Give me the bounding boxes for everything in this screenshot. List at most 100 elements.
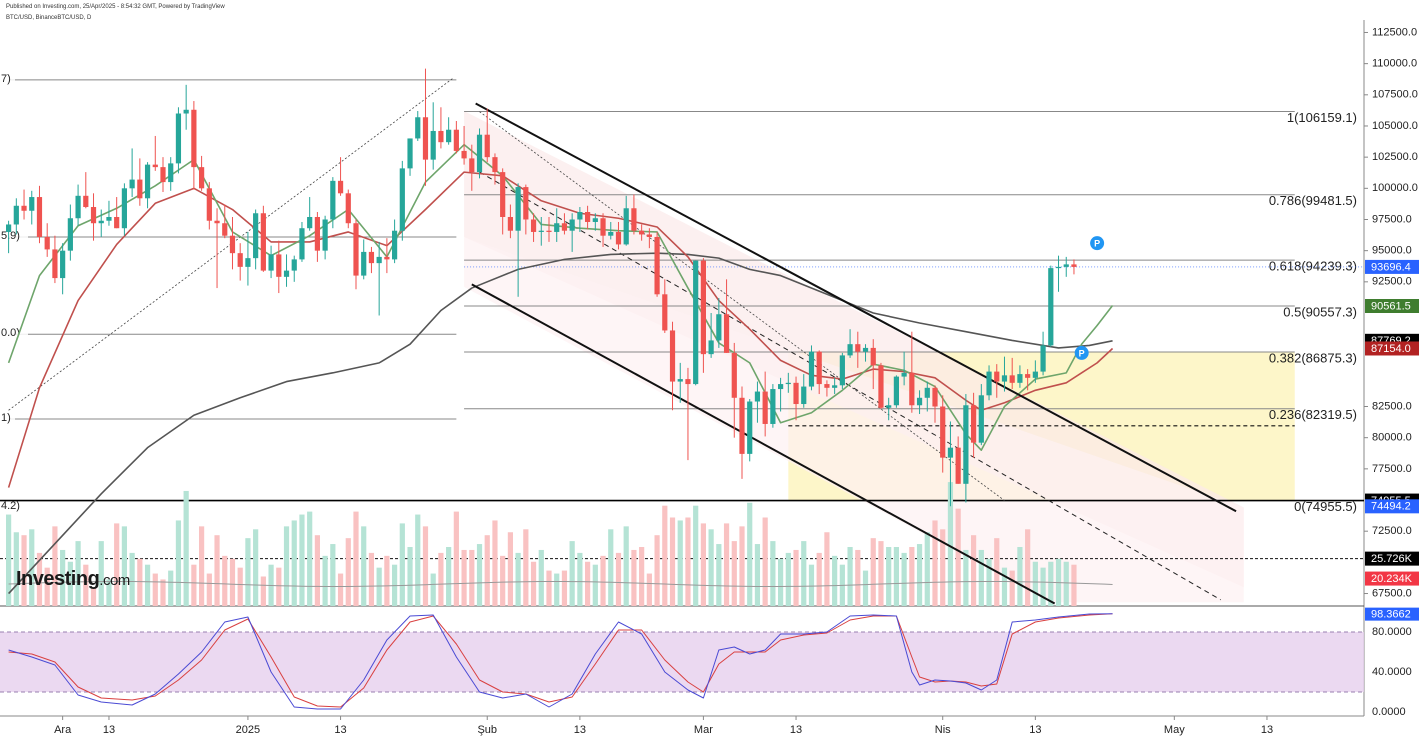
volume-bar (955, 508, 961, 606)
candle-body (446, 129, 452, 143)
candle-body (685, 379, 691, 385)
candle-body (862, 347, 869, 352)
investing-logo[interactable]: Investing.com (16, 568, 130, 591)
volume-bar (229, 558, 236, 606)
time-tick-label: 13 (790, 724, 802, 736)
candle-body (268, 254, 274, 271)
volume-bar (646, 573, 652, 606)
candle-body (801, 386, 807, 405)
volume-bar (569, 541, 575, 606)
volume-bar (963, 549, 969, 606)
volume-bar (245, 538, 251, 606)
candle-body (1071, 264, 1077, 267)
volume-bar (893, 547, 899, 606)
volume-bar (916, 544, 923, 606)
volume-bar (415, 514, 421, 606)
volume-bar (592, 564, 598, 606)
logo-text: Investing (16, 568, 100, 590)
pivot-marker: P (1074, 345, 1089, 360)
candle-body (484, 134, 490, 158)
candle-body (785, 382, 791, 385)
volume-bar (461, 549, 467, 606)
candle-body (121, 188, 127, 229)
volume-bar (44, 567, 50, 606)
volume-bar (438, 552, 444, 606)
candle-body (83, 195, 89, 208)
volume-bar (129, 552, 135, 606)
candle-body (1040, 345, 1046, 372)
volume-bar (399, 523, 405, 606)
volume-bar (639, 547, 645, 606)
candle-body (415, 117, 421, 139)
volume-bar (260, 576, 266, 606)
price-tick-label: 77500.0 (1372, 463, 1412, 475)
volume-bar (114, 523, 120, 606)
volume-bar (98, 541, 104, 606)
volume-bar (453, 511, 459, 606)
candles (6, 68, 1077, 507)
candle-body (639, 230, 645, 235)
candle-body (600, 218, 606, 236)
candle-body (523, 187, 529, 220)
volume-bar (832, 555, 838, 606)
volume-bar (446, 547, 452, 606)
candle-body (716, 314, 722, 341)
volume-bar (1063, 561, 1069, 606)
candle-body (430, 130, 436, 160)
left-fib-label: 7) (1, 73, 11, 85)
volume-bar (1017, 547, 1023, 606)
volume-bar (191, 564, 197, 606)
candle-body (723, 314, 730, 353)
candle-body (29, 197, 35, 211)
volume-bar (901, 552, 907, 606)
volume-bar (693, 505, 699, 606)
candle-body (229, 235, 236, 254)
candle-body (438, 130, 444, 143)
candle-body (909, 372, 915, 406)
candle-body (847, 344, 853, 356)
time-tick-label: Şub (477, 724, 497, 736)
candle-body (137, 179, 143, 199)
candle-body (253, 213, 259, 259)
volume-bar (368, 552, 375, 606)
volume-bar (52, 526, 58, 606)
volume-bar (67, 561, 73, 606)
volume-bar (554, 573, 560, 606)
candle-body (237, 253, 243, 267)
volume-bar (940, 529, 946, 606)
left-fib-label-bg (0, 73, 15, 86)
price-tick-label: 100000.0 (1372, 182, 1418, 194)
candle-body (971, 405, 977, 443)
volume-bar (330, 544, 336, 606)
candle-body (662, 294, 668, 331)
candle-body (1025, 374, 1031, 378)
candle-body (1048, 268, 1054, 346)
volume-bar (909, 547, 915, 606)
volume-bar (561, 570, 568, 606)
pivot-marker: P (1090, 236, 1105, 251)
channel-midline (479, 171, 1221, 601)
candle-body (44, 236, 50, 250)
volume-bar (546, 570, 552, 606)
volume-bar (1009, 570, 1015, 606)
volume-bar (978, 549, 984, 606)
volume-bar (878, 541, 884, 606)
volume-bar (623, 526, 629, 606)
volume-bar (407, 547, 413, 606)
volume-bar (314, 535, 320, 606)
candle-body (476, 134, 483, 173)
volume-bar (175, 520, 182, 606)
candle-body (770, 389, 776, 424)
price-tick-label: 92500.0 (1372, 276, 1412, 288)
left-fib-label-bg (0, 500, 28, 513)
volume-bar (870, 538, 876, 606)
candle-body (878, 365, 884, 408)
candle-body (623, 208, 629, 245)
candle-body (422, 117, 429, 160)
volume-bar (793, 549, 799, 606)
fib-level-label: 0.382(86875.3) (1269, 350, 1357, 365)
volume-bar (6, 514, 12, 606)
candle-body (1017, 374, 1023, 383)
